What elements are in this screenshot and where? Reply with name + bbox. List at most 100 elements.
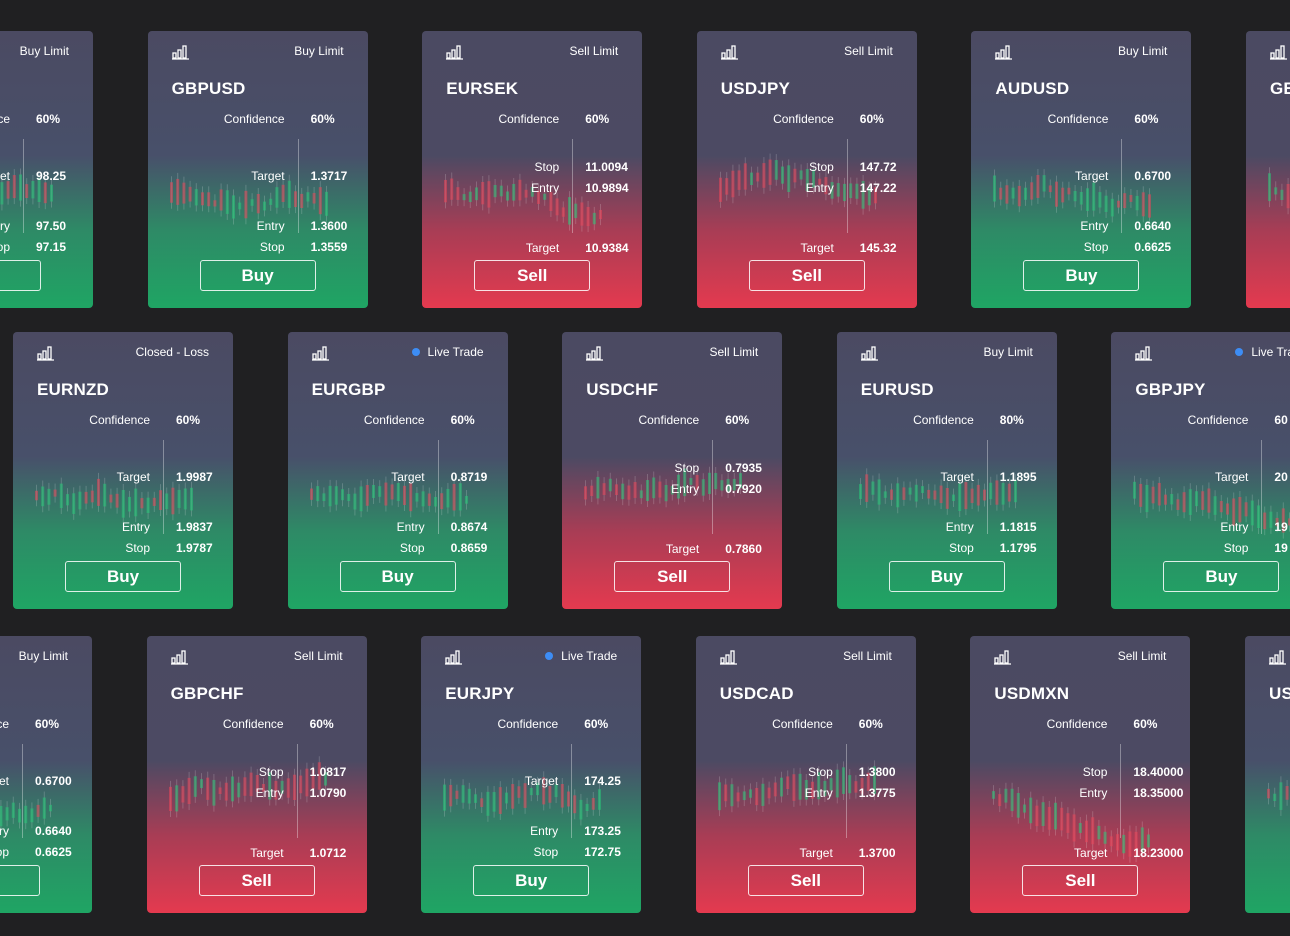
chart-icon (860, 346, 878, 361)
trade-card: Sell Limit USDCHF Confidence 60% Stop 0.7935 E… (562, 332, 783, 609)
level-value: 0.7935 (725, 461, 762, 475)
confidence-label: Confidence (223, 112, 285, 126)
pair: GBPJPY (1135, 380, 1206, 399)
status: Live Trade (1235, 345, 1290, 359)
trade-button[interactable]: Buy (1163, 561, 1280, 592)
level-value: 147.72 (859, 160, 897, 174)
level-value: 1.3800 (858, 765, 896, 779)
level-value: 18.35000 (1133, 786, 1184, 800)
trade-button[interactable]: Buy (65, 561, 181, 592)
level-value: 1.0790 (309, 786, 347, 800)
trade-button[interactable]: Buy (473, 865, 590, 896)
status: Buy Limit (19, 649, 68, 663)
status-text: Live Trade (1251, 345, 1290, 359)
level-label: Target (665, 542, 700, 556)
level-label: Entry (804, 786, 833, 800)
level-label: Stop (1223, 541, 1249, 555)
chart-icon (1269, 650, 1286, 665)
pair: USDCAD (719, 684, 794, 703)
chart-icon (720, 45, 738, 60)
level-label: Stop (533, 845, 559, 859)
candles-decoration (1268, 167, 1290, 215)
trade-card: GE (1246, 31, 1290, 308)
pair: AUDUSD (995, 79, 1070, 98)
level-value: 172.75 (584, 845, 621, 859)
level-value: 173.25 (584, 824, 621, 838)
status-text: Sell Limit (843, 649, 892, 663)
level-value: 0.6700 (35, 774, 72, 788)
trade-card: Closed - Loss EURNZD Confidence 60% Target 1.… (13, 332, 233, 609)
level-value: 97.15 (36, 240, 67, 254)
level-value: 1.1795 (999, 541, 1037, 555)
status-text: Sell Limit (569, 44, 619, 58)
trade-card: Buy Limit EURUSD Confidence 80% Target 1.1895… (836, 332, 1057, 609)
pair: EURSEK (446, 79, 519, 98)
level-label: Stop (949, 541, 974, 555)
level-label: Entry (531, 181, 560, 195)
level-label: Target (1075, 169, 1109, 183)
pair: US (1269, 684, 1290, 703)
trade-button[interactable] (0, 865, 40, 896)
level-value: 1.9787 (176, 541, 213, 555)
confidence-value: 60% (859, 112, 884, 126)
confidence-label: Confidence (363, 413, 425, 427)
trade-button[interactable]: Sell (748, 260, 865, 291)
trade-button[interactable]: Sell (474, 260, 591, 291)
level-label: Stop (0, 240, 10, 254)
trade-button[interactable]: Sell (198, 865, 315, 896)
level-line (163, 440, 164, 534)
level-value: 0.7860 (725, 542, 762, 556)
candles-decoration (858, 468, 1017, 518)
level-value: 1.3775 (858, 786, 896, 800)
level-value: 174.25 (584, 774, 621, 788)
level-value: 0.6625 (35, 845, 72, 859)
confidence-label: Confidence (1047, 112, 1109, 126)
level-label: Target (0, 169, 10, 183)
trade-card: Buy Limit Confidence 60% Target 0.6700 Entry 0… (0, 636, 92, 913)
confidence-value: 60% (309, 717, 334, 731)
trade-button[interactable]: Buy (339, 561, 456, 592)
trade-button[interactable] (0, 260, 41, 291)
pair: EURNZD (37, 380, 110, 399)
trade-card: Sell Limit USDCAD Confidence 60% Stop 1.3800 E… (695, 636, 916, 913)
level-label: Target (1074, 846, 1108, 860)
status: Sell Limit (1118, 649, 1167, 663)
trade-button[interactable]: Buy (199, 260, 316, 291)
confidence-value: 60 (1274, 413, 1288, 427)
candles-decoration (992, 782, 1151, 863)
pair: USDCHF (586, 380, 659, 399)
status: Sell Limit (570, 44, 619, 58)
level-line (846, 139, 848, 233)
confidence-value: 60% (310, 112, 335, 126)
level-label: Entry (945, 520, 974, 534)
status-text: Buy Limit (19, 44, 69, 58)
status: Sell Limit (710, 345, 759, 359)
level-value: 1.3700 (858, 846, 896, 860)
chart-icon (311, 346, 329, 361)
level-value: 1.3717 (310, 169, 348, 183)
confidence-label: Confidence (772, 717, 833, 731)
status: Sell Limit (843, 649, 892, 663)
candles-decoration (169, 172, 328, 225)
trade-button[interactable]: Buy (1023, 260, 1140, 291)
level-label: Entry (256, 219, 285, 233)
candles-decoration (584, 462, 743, 508)
confidence-label: Confidence (1046, 717, 1108, 731)
trade-card: Sell Limit USDMXN Confidence 60% Stop 18.4000… (970, 636, 1191, 913)
candles-decoration (443, 771, 602, 826)
trade-card: US (1245, 636, 1290, 913)
trade-button[interactable]: Sell (747, 865, 864, 896)
chart-icon (995, 45, 1013, 60)
level-label: Stop (809, 160, 834, 174)
confidence-value: 60% (1133, 717, 1158, 731)
candles-decoration (717, 760, 876, 817)
level-label: Target (940, 470, 974, 484)
trade-button[interactable]: Buy (888, 561, 1005, 592)
trade-button[interactable]: Sell (1022, 865, 1139, 896)
level-value: 19 (1274, 520, 1288, 534)
candles-decoration (444, 172, 603, 233)
level-value: 0.7920 (725, 482, 762, 496)
candles-decoration (168, 756, 327, 818)
trade-card: Buy Limit Confidence 60% Target 98.25 Entry 97… (0, 31, 93, 308)
trade-button[interactable]: Sell (614, 561, 731, 592)
